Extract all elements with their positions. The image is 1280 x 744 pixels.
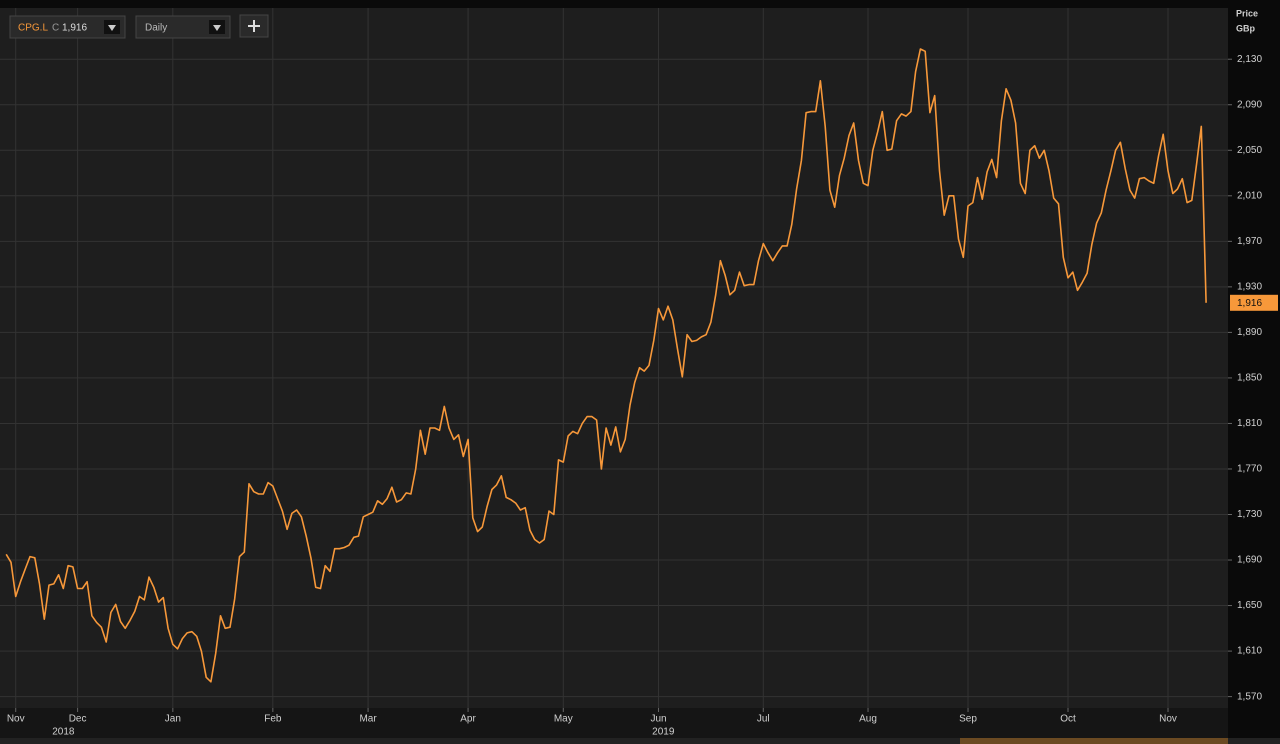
x-tick-label: Oct xyxy=(1060,714,1076,725)
close-value: 1,916 xyxy=(62,23,87,34)
scroll-handle[interactable] xyxy=(960,738,1228,744)
year-label: 2018 xyxy=(52,727,75,738)
y-axis-title: Price xyxy=(1236,8,1258,18)
plot-area xyxy=(0,8,1228,708)
scrollbar[interactable] xyxy=(0,738,1280,744)
y-axis-unit: GBp xyxy=(1236,23,1256,33)
x-tick-label: Nov xyxy=(1159,714,1177,725)
arrow-icon xyxy=(213,25,221,31)
x-axis-area xyxy=(0,708,1228,738)
x-tick-label: Sep xyxy=(959,714,977,725)
marks xyxy=(5,48,1207,683)
x-tick-label: Jun xyxy=(650,714,666,725)
last-value-label: 1,916 xyxy=(1237,298,1262,309)
arrow-icon xyxy=(108,25,116,31)
plus-icon xyxy=(248,20,260,32)
y-tick-label: 1,610 xyxy=(1237,646,1262,657)
y-tick-label: 2,090 xyxy=(1237,99,1262,110)
y-tick-label: 1,730 xyxy=(1237,509,1262,520)
y-tick-label: 1,930 xyxy=(1237,282,1262,293)
interval: Daily xyxy=(145,23,167,34)
symbol-box[interactable] xyxy=(9,15,126,39)
x-tick-label: Mar xyxy=(359,714,377,725)
y-tick-label: 1,890 xyxy=(1237,327,1262,338)
y-tick-label: 2,010 xyxy=(1237,190,1262,201)
price-line xyxy=(5,48,1207,683)
year-label: 2019 xyxy=(652,727,675,738)
x-tick-label: Nov xyxy=(7,714,25,725)
x-tick-label: Jan xyxy=(165,714,181,725)
y-tick-label: 1,850 xyxy=(1237,373,1262,384)
y-tick-label: 1,650 xyxy=(1237,600,1262,611)
close-prefix: C xyxy=(52,23,59,34)
x-tick-label: Feb xyxy=(264,714,282,725)
x-tick-label: Aug xyxy=(859,714,877,725)
y-tick-label: 2,130 xyxy=(1237,54,1262,65)
y-tick-label: 1,970 xyxy=(1237,236,1262,247)
y-tick-label: 2,050 xyxy=(1237,145,1262,156)
y-tick-label: 1,570 xyxy=(1237,691,1262,702)
y-tick-label: 1,770 xyxy=(1237,464,1262,475)
symbol: CPG.L xyxy=(18,23,48,34)
y-tick-label: 1,690 xyxy=(1237,555,1262,566)
x-tick-label: Apr xyxy=(460,714,476,725)
last-value-box xyxy=(1230,294,1278,311)
interval-box[interactable] xyxy=(135,15,231,39)
x-tick-label: Dec xyxy=(69,714,87,725)
y-tick-label: 1,810 xyxy=(1237,418,1262,429)
x-tick-label: May xyxy=(554,714,573,725)
x-tick-label: Jul xyxy=(757,714,770,725)
grid xyxy=(0,8,1232,712)
